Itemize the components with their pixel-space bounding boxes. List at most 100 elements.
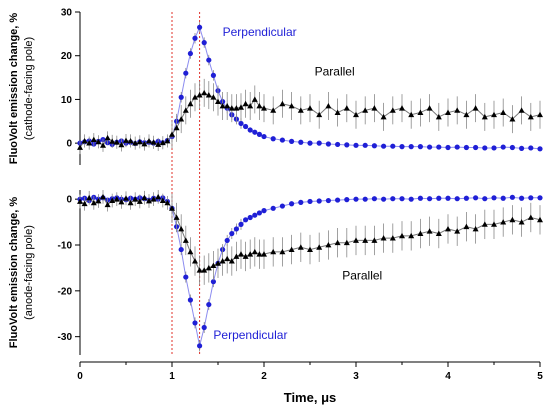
y-tick-label-top: 20 — [61, 51, 73, 62]
data-point-perpendicular — [307, 198, 313, 205]
data-point-parallel — [127, 199, 134, 206]
data-point-parallel — [228, 258, 235, 264]
data-point-parallel — [104, 201, 111, 208]
data-point-perpendicular — [192, 35, 198, 41]
data-point-perpendicular — [509, 144, 515, 151]
data-point-parallel — [426, 105, 433, 111]
data-point-perpendicular — [298, 199, 304, 205]
series-marks — [77, 22, 543, 352]
data-point-parallel — [118, 198, 125, 205]
data-point-parallel — [155, 193, 162, 200]
data-point-perpendicular — [528, 145, 534, 151]
data-point-parallel — [233, 105, 240, 111]
data-point-parallel — [136, 138, 143, 145]
data-point-parallel — [380, 113, 387, 120]
data-point-parallel — [454, 107, 461, 113]
data-point-parallel — [187, 248, 194, 255]
data-point-perpendicular — [491, 195, 497, 201]
data-point-parallel — [178, 225, 185, 232]
data-point-parallel — [205, 264, 212, 271]
data-point-parallel — [463, 223, 470, 230]
data-point-parallel — [399, 232, 405, 239]
data-point-parallel — [334, 109, 341, 115]
data-point-parallel — [435, 113, 442, 120]
data-point-parallel — [500, 109, 507, 115]
data-point-parallel — [362, 107, 369, 113]
data-point-parallel — [334, 239, 341, 246]
y-axis-subtitle-bottom: (anode-facing pole) — [23, 225, 35, 320]
data-point-perpendicular — [454, 196, 460, 202]
data-point-parallel — [164, 137, 171, 144]
series-line-top-0 — [79, 25, 541, 150]
data-point-parallel — [109, 138, 116, 144]
data-point-perpendicular — [519, 195, 525, 201]
data-point-parallel — [343, 239, 350, 246]
data-point-parallel — [113, 139, 120, 145]
data-point-parallel — [173, 124, 180, 131]
data-point-parallel — [261, 251, 267, 257]
data-point-perpendicular — [500, 195, 506, 201]
data-point-perpendicular — [243, 217, 249, 223]
y-axis-title-bottom: FluoVolt emission change, % — [8, 197, 20, 349]
data-point-parallel — [325, 242, 332, 248]
data-point-parallel — [77, 198, 83, 204]
data-point-perpendicular — [233, 226, 239, 232]
data-point-parallel — [325, 102, 332, 109]
data-point-perpendicular — [445, 195, 451, 201]
x-tick-label: 3 — [353, 371, 359, 382]
data-point-parallel — [173, 214, 180, 220]
data-point-perpendicular — [463, 144, 469, 151]
data-point-perpendicular — [238, 120, 244, 127]
data-point-perpendicular — [247, 127, 253, 133]
data-point-perpendicular — [261, 133, 267, 140]
data-point-perpendicular — [335, 197, 341, 203]
data-point-parallel — [104, 134, 111, 141]
data-point-parallel — [527, 214, 534, 220]
data-point-perpendicular — [436, 144, 442, 150]
data-point-parallel — [132, 196, 139, 202]
data-point-parallel — [353, 111, 359, 118]
y-tick-label-bottom: -20 — [58, 286, 73, 297]
data-point-parallel — [182, 237, 189, 243]
data-point-parallel — [205, 92, 212, 98]
data-point-parallel — [288, 102, 295, 109]
data-point-parallel — [178, 116, 185, 122]
data-point-parallel — [481, 221, 488, 227]
data-point-parallel — [100, 142, 106, 148]
data-point-parallel — [518, 107, 525, 113]
data-point-parallel — [196, 92, 203, 98]
data-point-perpendicular — [408, 144, 414, 150]
data-point-perpendicular — [256, 131, 262, 137]
data-point-perpendicular — [201, 324, 207, 331]
data-point-perpendicular — [270, 136, 276, 142]
data-point-parallel — [215, 260, 221, 266]
data-point-parallel — [307, 246, 313, 252]
data-point-perpendicular — [353, 142, 359, 148]
data-point-perpendicular — [463, 195, 469, 201]
data-point-perpendicular — [344, 142, 350, 148]
data-point-parallel — [141, 141, 148, 147]
data-point-perpendicular — [178, 94, 184, 100]
data-point-perpendicular — [183, 274, 189, 280]
data-point-perpendicular — [187, 50, 193, 57]
data-point-perpendicular — [509, 194, 515, 200]
x-tick-label: 4 — [445, 371, 451, 382]
data-point-perpendicular — [183, 70, 189, 76]
y-tick-label-top: 30 — [61, 8, 73, 19]
data-point-perpendicular — [417, 195, 423, 201]
data-point-parallel — [509, 116, 516, 122]
data-point-perpendicular — [252, 212, 258, 218]
data-point-parallel — [109, 197, 116, 203]
data-point-parallel — [371, 237, 378, 243]
data-point-parallel — [279, 100, 286, 107]
data-point-parallel — [132, 140, 139, 146]
data-point-parallel — [527, 113, 534, 120]
data-point-perpendicular — [178, 246, 184, 253]
data-point-perpendicular — [473, 144, 479, 151]
data-point-perpendicular — [206, 301, 212, 308]
data-point-parallel — [256, 102, 263, 109]
data-point-perpendicular — [390, 143, 396, 149]
series-annotation-bottom: Perpendicular — [213, 328, 287, 342]
data-point-parallel — [150, 196, 157, 202]
data-point-parallel — [81, 200, 88, 207]
